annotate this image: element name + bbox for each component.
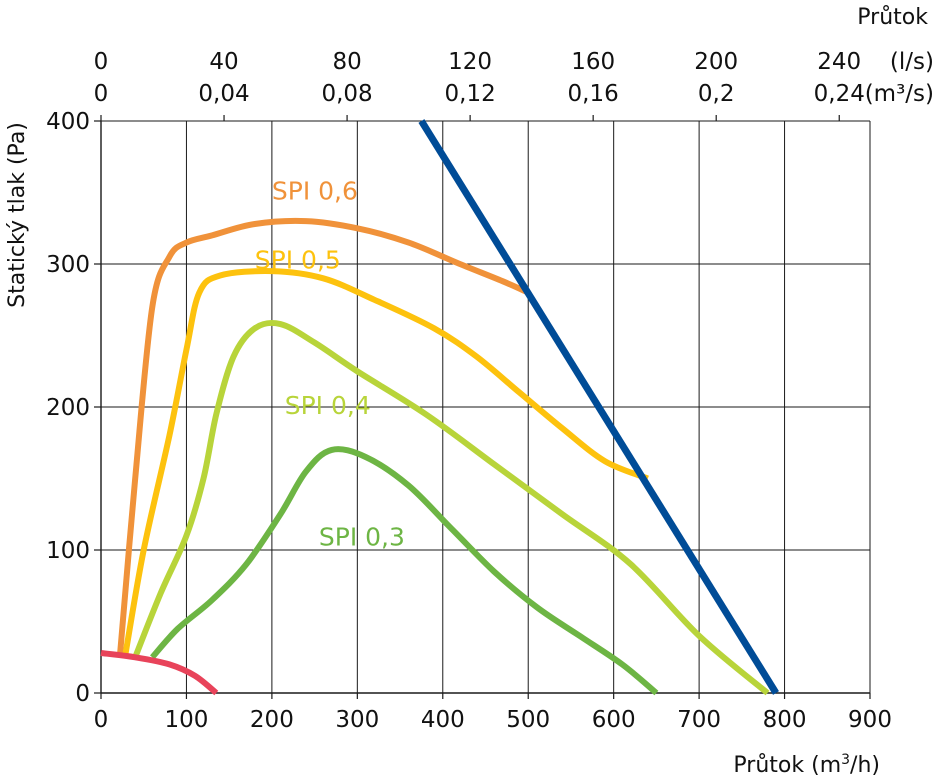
x-tick-label: 600 (592, 707, 636, 733)
x-tick-label: 100 (164, 707, 208, 733)
series-line-spi-0-6 (116, 217, 530, 658)
x-tick-label: 0 (94, 707, 109, 733)
top-tick-label-m3s: 0,08 (321, 81, 372, 107)
top-tick-label-m3s: 0,2 (698, 81, 735, 107)
x-tick-label: 500 (506, 707, 550, 733)
top-axis-title: Průtok (857, 5, 928, 30)
series-line-spi-0-4 (132, 319, 770, 696)
top-axis: 0 40 80 120 160 200 240 0 0,04 0,08 0,12 0,16 0,2 0,2… (94, 49, 934, 121)
y-axis-label: Statický tlak (Pa) (5, 122, 30, 308)
top-tick-label-ls: 160 (571, 49, 615, 75)
series-line-system (418, 119, 779, 695)
curve-label: SPI 0,3 (319, 523, 405, 552)
y-tick-label: 400 (46, 109, 90, 135)
y-tick-label: 300 (46, 252, 90, 278)
top-tick-label-m3s: 0 (94, 81, 109, 107)
y-axis: 0 100 200 300 400 (46, 109, 102, 707)
top-tick-label-ls: 240 (817, 49, 861, 75)
series-line-min (100, 650, 219, 696)
top-tick-label-ls: 0 (94, 49, 109, 75)
curve-label: SPI 0,5 (255, 245, 341, 274)
x-tick-label: 200 (250, 707, 294, 733)
x-axis-label: Průtok (m3/h) (733, 752, 880, 778)
x-tick-label: 400 (421, 707, 465, 733)
series-line-spi-0-3 (150, 446, 659, 696)
x-tick-label: 300 (335, 707, 379, 733)
annotation-layer: SPI 0,6 SPI 0,5 SPI 0,4 SPI 0,3 (255, 177, 405, 552)
y-tick-label: 200 (46, 395, 90, 421)
top-tick-label-ls: 200 (694, 49, 738, 75)
top-tick-label-ls: 40 (209, 49, 238, 75)
y-tick-label: 100 (46, 538, 90, 564)
curve-label: SPI 0,6 (272, 177, 358, 206)
series-line-spi-0-5 (121, 268, 649, 658)
series-layer (100, 119, 779, 696)
top-tick-label-ls: 120 (448, 49, 492, 75)
x-tick-label: 700 (677, 707, 721, 733)
top-tick-label-m3s: 0,04 (198, 81, 249, 107)
curve-label: SPI 0,4 (285, 391, 371, 420)
x-tick-label: 800 (763, 707, 807, 733)
top-tick-label-m3s: 0,16 (568, 81, 619, 107)
top-tick-label-m3s: 0,12 (445, 81, 496, 107)
x-tick-label: 900 (848, 707, 892, 733)
top-axis-unit-m3s: (m³/s) (865, 81, 934, 107)
x-axis: 0 100 200 300 400 500 600 700 800 900 (94, 692, 892, 733)
top-tick-label-ls: 80 (332, 49, 361, 75)
top-tick-label-m3s: 0,24 (814, 81, 865, 107)
y-tick-label: 0 (75, 681, 90, 707)
top-axis-unit-ls: (l/s) (890, 49, 934, 75)
